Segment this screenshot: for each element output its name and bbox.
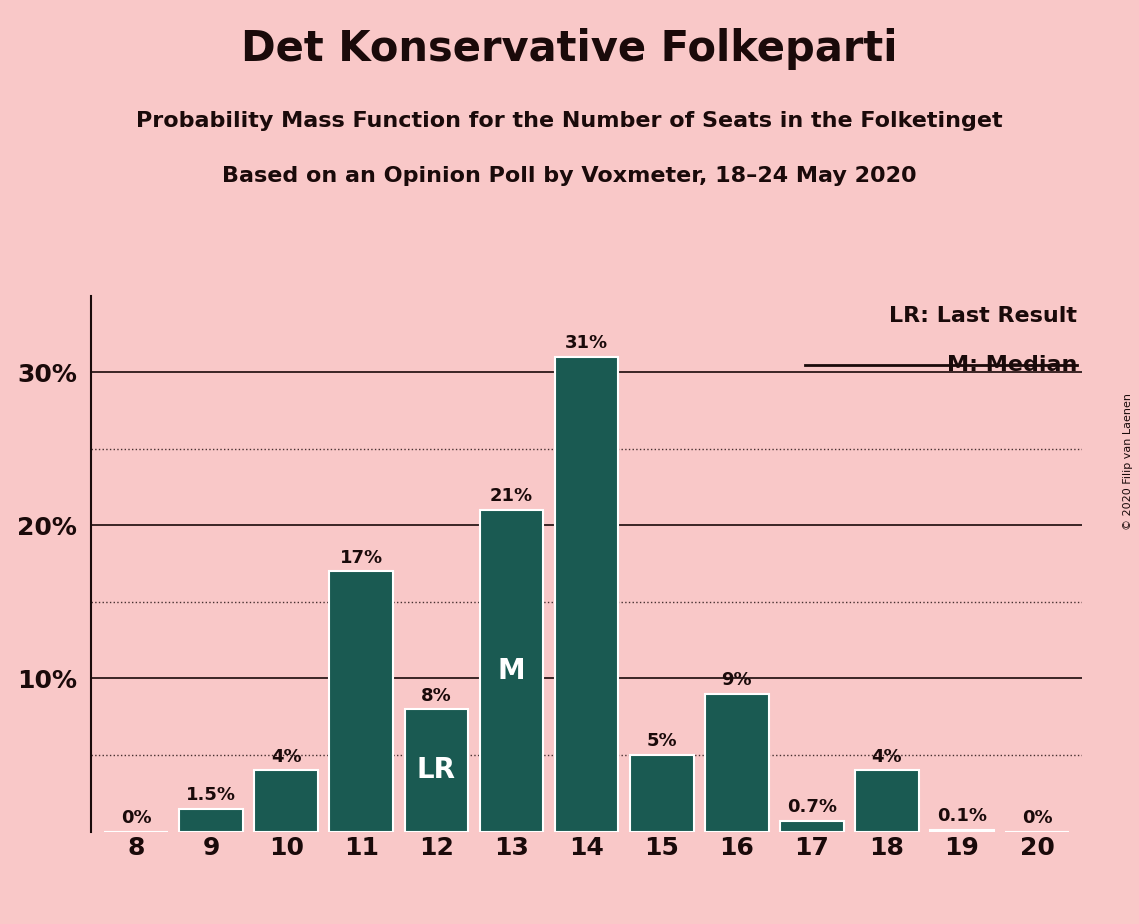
Text: LR: LR (417, 757, 456, 784)
Text: 1.5%: 1.5% (187, 786, 236, 804)
Bar (931, 830, 994, 832)
Bar (705, 694, 769, 832)
Text: 8%: 8% (421, 687, 452, 704)
Bar (480, 510, 543, 832)
Text: 5%: 5% (646, 733, 677, 750)
Bar (404, 709, 468, 832)
Text: Probability Mass Function for the Number of Seats in the Folketinget: Probability Mass Function for the Number… (137, 111, 1002, 131)
Text: 0%: 0% (1022, 809, 1052, 827)
Text: M: Median: M: Median (947, 356, 1077, 375)
Text: LR: Last Result: LR: Last Result (890, 307, 1077, 326)
Text: 9%: 9% (721, 671, 752, 689)
Bar (555, 357, 618, 832)
Text: Based on an Opinion Poll by Voxmeter, 18–24 May 2020: Based on an Opinion Poll by Voxmeter, 18… (222, 166, 917, 187)
Text: M: M (498, 657, 525, 685)
Text: 4%: 4% (271, 748, 302, 766)
Bar (329, 571, 393, 832)
Text: 0.7%: 0.7% (787, 798, 837, 816)
Bar (780, 821, 844, 832)
Text: 0.1%: 0.1% (937, 808, 986, 825)
Text: 4%: 4% (871, 748, 902, 766)
Bar (855, 771, 919, 832)
Bar (254, 771, 318, 832)
Text: 31%: 31% (565, 334, 608, 352)
Text: 17%: 17% (339, 549, 383, 566)
Text: 0%: 0% (121, 809, 151, 827)
Text: © 2020 Filip van Laenen: © 2020 Filip van Laenen (1123, 394, 1133, 530)
Bar (179, 808, 243, 832)
Text: Det Konservative Folkeparti: Det Konservative Folkeparti (241, 28, 898, 69)
Text: 21%: 21% (490, 488, 533, 505)
Bar (630, 755, 694, 832)
